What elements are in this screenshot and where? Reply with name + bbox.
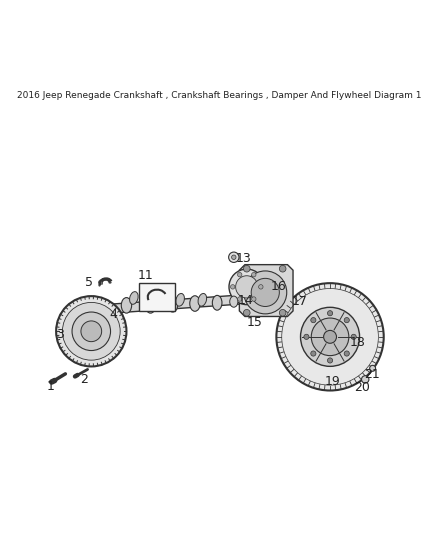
Circle shape <box>251 272 256 277</box>
Circle shape <box>244 271 287 314</box>
Circle shape <box>230 285 235 289</box>
Ellipse shape <box>152 294 160 307</box>
Circle shape <box>244 310 250 316</box>
Text: 21: 21 <box>364 368 379 381</box>
Circle shape <box>63 302 120 360</box>
Text: 4: 4 <box>110 308 117 321</box>
Circle shape <box>328 358 332 363</box>
Ellipse shape <box>145 297 155 313</box>
Circle shape <box>344 351 350 356</box>
Text: 13: 13 <box>235 252 251 265</box>
Circle shape <box>81 321 102 342</box>
Circle shape <box>237 272 242 277</box>
Circle shape <box>370 365 375 372</box>
Ellipse shape <box>168 296 178 312</box>
Text: 2016 Jeep Renegade Crankshaft , Crankshaft Bearings , Damper And Flywheel Diagra: 2016 Jeep Renegade Crankshaft , Cranksha… <box>17 91 421 100</box>
Text: 20: 20 <box>354 381 370 394</box>
Circle shape <box>56 296 127 367</box>
Circle shape <box>244 265 250 272</box>
Text: 2: 2 <box>80 373 88 386</box>
Ellipse shape <box>121 297 132 313</box>
Text: 3: 3 <box>56 328 64 342</box>
Circle shape <box>344 318 350 322</box>
Ellipse shape <box>130 292 138 304</box>
Circle shape <box>229 252 239 262</box>
Circle shape <box>300 308 360 366</box>
Ellipse shape <box>230 296 238 307</box>
Circle shape <box>328 311 332 316</box>
Ellipse shape <box>176 294 184 306</box>
Bar <box>139 283 175 311</box>
Ellipse shape <box>198 294 207 306</box>
Circle shape <box>276 283 384 391</box>
Circle shape <box>311 351 316 356</box>
Circle shape <box>258 285 263 289</box>
Circle shape <box>251 297 256 301</box>
Text: 18: 18 <box>350 336 366 349</box>
Text: 11: 11 <box>138 269 154 282</box>
Circle shape <box>229 269 265 305</box>
Circle shape <box>304 334 309 340</box>
Circle shape <box>251 278 279 306</box>
Circle shape <box>279 265 286 272</box>
Text: 5: 5 <box>85 276 93 289</box>
Ellipse shape <box>212 295 222 310</box>
Circle shape <box>361 376 369 383</box>
Ellipse shape <box>190 296 200 311</box>
Circle shape <box>279 310 286 316</box>
Polygon shape <box>239 265 293 317</box>
Circle shape <box>237 297 242 301</box>
Text: 15: 15 <box>247 316 263 329</box>
Circle shape <box>311 318 349 356</box>
Text: 19: 19 <box>325 375 341 387</box>
Text: 16: 16 <box>271 280 287 293</box>
Text: 17: 17 <box>292 295 307 308</box>
Circle shape <box>72 312 110 351</box>
Text: 14: 14 <box>238 294 254 307</box>
Circle shape <box>311 318 316 322</box>
Polygon shape <box>91 294 251 314</box>
Circle shape <box>351 334 356 340</box>
Text: 1: 1 <box>46 381 54 393</box>
Circle shape <box>324 330 336 343</box>
Circle shape <box>236 276 258 298</box>
Circle shape <box>232 255 236 260</box>
